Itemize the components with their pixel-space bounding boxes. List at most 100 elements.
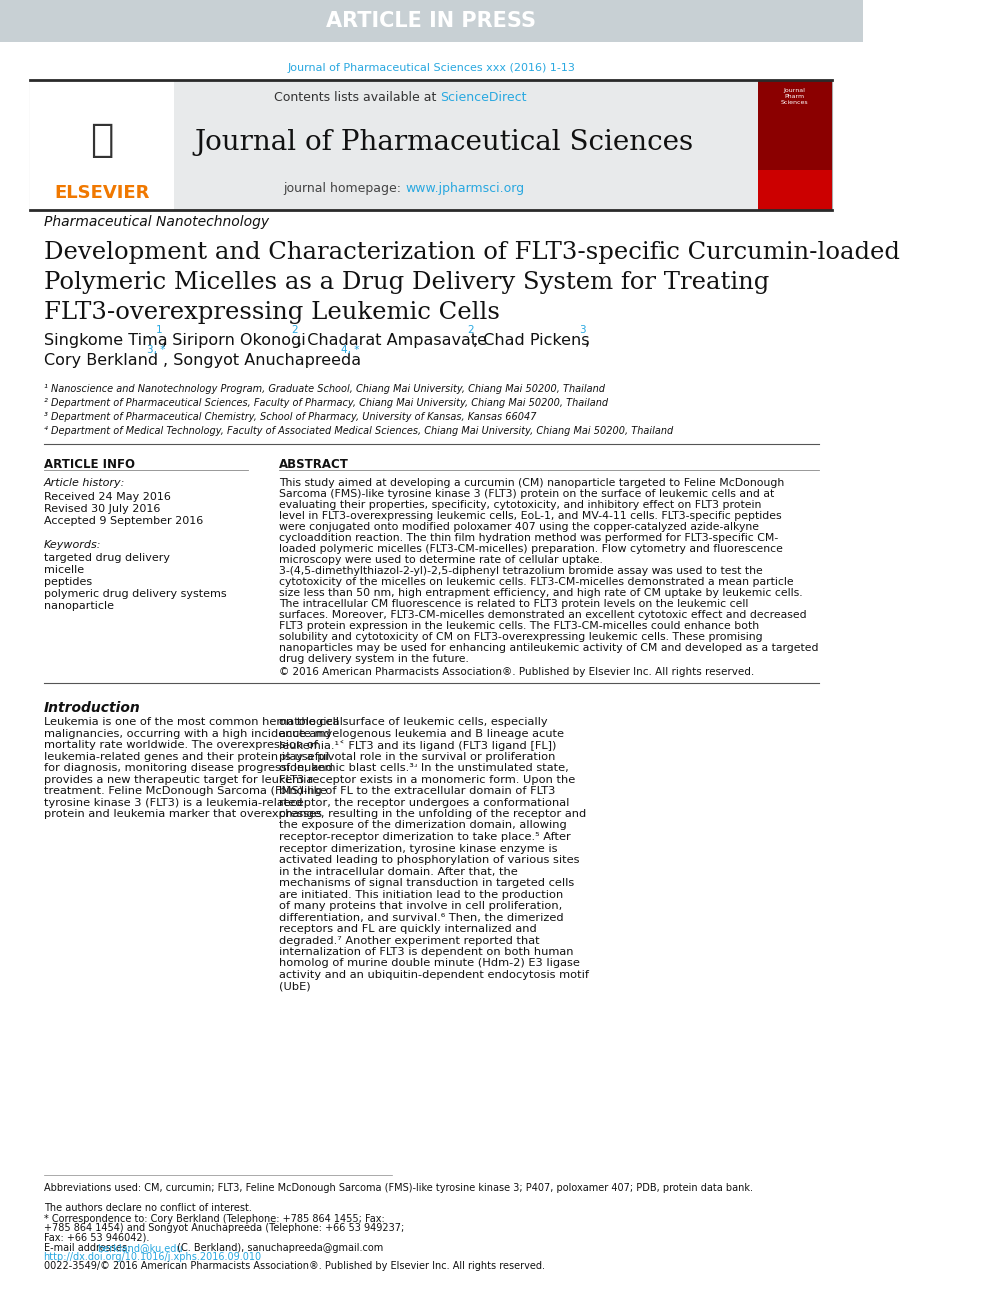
Text: are initiated. This initiation lead to the production: are initiated. This initiation lead to t… [279,890,563,899]
Text: receptor-receptor dimerization to take place.⁵ After: receptor-receptor dimerization to take p… [279,833,570,842]
Text: ³ Department of Pharmaceutical Chemistry, School of Pharmacy, University of Kans: ³ Department of Pharmaceutical Chemistry… [44,412,536,422]
Text: the exposure of the dimerization domain, allowing: the exposure of the dimerization domain,… [279,821,566,830]
Text: polymeric drug delivery systems: polymeric drug delivery systems [44,589,226,599]
Text: malignancies, occurring with a high incidence and: malignancies, occurring with a high inci… [44,728,331,739]
Text: berkland@ku.edu: berkland@ku.edu [98,1242,183,1253]
Text: 3: 3 [579,325,585,335]
Text: Introduction: Introduction [44,701,141,715]
Text: Fax: +66 53 946042).: Fax: +66 53 946042). [44,1232,148,1242]
Text: loaded polymeric micelles (FLT3-CM-micelles) preparation. Flow cytometry and flu: loaded polymeric micelles (FLT3-CM-micel… [279,544,783,555]
Text: degraded.⁷ Another experiment reported that: degraded.⁷ Another experiment reported t… [279,936,540,946]
Text: +785 864 1454) and Songyot Anuchapreeda (Telephone: +66 53 949237;: +785 864 1454) and Songyot Anuchapreeda … [44,1223,404,1233]
Text: Article history:: Article history: [44,478,125,488]
Text: Journal of Pharmaceutical Sciences: Journal of Pharmaceutical Sciences [195,128,694,155]
Text: FLT3 protein expression in the leukemic cells. The FLT3-CM-micelles could enhanc: FLT3 protein expression in the leukemic … [279,621,759,632]
Text: Revised 30 July 2016: Revised 30 July 2016 [44,504,160,514]
Text: mortality rate worldwide. The overexpression of: mortality rate worldwide. The overexpres… [44,740,318,750]
Text: Development and Characterization of FLT3-specific Curcumin-loaded: Development and Characterization of FLT3… [44,240,900,264]
Text: journal homepage:: journal homepage: [283,181,405,194]
Text: Polymeric Micelles as a Drug Delivery System for Treating: Polymeric Micelles as a Drug Delivery Sy… [44,270,769,294]
Text: provides a new therapeutic target for leukemia: provides a new therapeutic target for le… [44,774,313,784]
Text: treatment. Feline McDonough Sarcoma (FMS)-like: treatment. Feline McDonough Sarcoma (FMS… [44,786,327,796]
Text: cycloaddition reaction. The thin film hydration method was performed for FLT3-sp: cycloaddition reaction. The thin film hy… [279,532,778,543]
Text: targeted drug delivery: targeted drug delivery [44,553,169,562]
Text: of leukemic blast cells.³ʴ In the unstimulated state,: of leukemic blast cells.³ʴ In the unstim… [279,763,568,773]
Text: 🌳: 🌳 [90,121,114,159]
Text: ScienceDirect: ScienceDirect [440,90,527,103]
Text: ELSEVIER: ELSEVIER [54,184,149,202]
Text: FLT3-overexpressing Leukemic Cells: FLT3-overexpressing Leukemic Cells [44,300,499,324]
Text: nanoparticle: nanoparticle [44,602,114,611]
Text: ¹ Nanoscience and Nanotechnology Program, Graduate School, Chiang Mai University: ¹ Nanoscience and Nanotechnology Program… [44,384,605,394]
Text: Singkome Tima: Singkome Tima [44,333,172,347]
Text: , Chadarat Ampasavate: , Chadarat Ampasavate [297,333,492,347]
FancyBboxPatch shape [758,170,833,210]
FancyBboxPatch shape [0,0,862,42]
Text: , Songyot Anuchapreeda: , Songyot Anuchapreeda [163,352,366,368]
Text: surfaces. Moreover, FLT3-CM-micelles demonstrated an excellent cytotoxic effect : surfaces. Moreover, FLT3-CM-micelles dem… [279,609,807,620]
Text: on the cell surface of leukemic cells, especially: on the cell surface of leukemic cells, e… [279,716,547,727]
Text: change, resulting in the unfolding of the receptor and: change, resulting in the unfolding of th… [279,809,586,820]
Text: 4, *: 4, * [341,345,359,355]
Text: Journal of Pharmaceutical Sciences xxx (2016) 1-13: Journal of Pharmaceutical Sciences xxx (… [287,63,575,73]
Text: receptors and FL are quickly internalized and: receptors and FL are quickly internalize… [279,924,537,934]
Text: 3, *: 3, * [148,345,166,355]
FancyBboxPatch shape [31,80,174,210]
Text: Received 24 May 2016: Received 24 May 2016 [44,492,170,502]
Text: Pharmaceutical Nanotechnology: Pharmaceutical Nanotechnology [44,215,268,228]
Text: Cory Berkland: Cory Berkland [44,352,162,368]
Text: drug delivery system in the future.: drug delivery system in the future. [279,654,468,664]
Text: micelle: micelle [44,565,84,576]
Text: ARTICLE INFO: ARTICLE INFO [44,458,135,471]
Text: leukemia.¹˂ FLT3 and its ligand (FLT3 ligand [FL]): leukemia.¹˂ FLT3 and its ligand (FLT3 li… [279,740,556,750]
Text: * Correspondence to: Cory Berkland (Telephone: +785 864 1455; Fax:: * Correspondence to: Cory Berkland (Tele… [44,1214,384,1224]
Text: for diagnosis, monitoring disease progression, and: for diagnosis, monitoring disease progre… [44,763,333,773]
Text: Accepted 9 September 2016: Accepted 9 September 2016 [44,515,203,526]
Text: evaluating their properties, specificity, cytotoxicity, and inhibitory effect on: evaluating their properties, specificity… [279,500,761,510]
Text: Leukemia is one of the most common hematological: Leukemia is one of the most common hemat… [44,716,343,727]
Text: receptor, the receptor undergoes a conformational: receptor, the receptor undergoes a confo… [279,797,569,808]
Text: tyrosine kinase 3 (FLT3) is a leukemia-related: tyrosine kinase 3 (FLT3) is a leukemia-r… [44,797,302,808]
Text: http://dx.doi.org/10.1016/j.xphs.2016.09.010: http://dx.doi.org/10.1016/j.xphs.2016.09… [44,1251,261,1262]
Text: Journal
Pharm
Sciences: Journal Pharm Sciences [781,87,809,106]
Text: The intracellular CM fluorescence is related to FLT3 protein levels on the leuke: The intracellular CM fluorescence is rel… [279,599,748,609]
Text: receptor dimerization, tyrosine kinase enzyme is: receptor dimerization, tyrosine kinase e… [279,843,557,853]
Text: Sarcoma (FMS)-like tyrosine kinase 3 (FLT3) protein on the surface of leukemic c: Sarcoma (FMS)-like tyrosine kinase 3 (FL… [279,489,774,499]
Text: leukemia-related genes and their protein is useful: leukemia-related genes and their protein… [44,752,329,762]
Text: E-mail addresses:: E-mail addresses: [44,1242,133,1253]
Text: ² Department of Pharmaceutical Sciences, Faculty of Pharmacy, Chiang Mai Univers: ² Department of Pharmaceutical Sciences,… [44,398,608,408]
Text: nanoparticles may be used for enhancing antileukemic activity of CM and develope: nanoparticles may be used for enhancing … [279,643,819,652]
Text: FLT3 receptor exists in a monomeric form. Upon the: FLT3 receptor exists in a monomeric form… [279,774,575,784]
Text: Keywords:: Keywords: [44,540,101,549]
Text: (UbE): (UbE) [279,981,311,992]
Text: 1: 1 [155,325,162,335]
Text: ⁴ Department of Medical Technology, Faculty of Associated Medical Sciences, Chia: ⁴ Department of Medical Technology, Facu… [44,425,673,436]
Text: 0022-3549/© 2016 American Pharmacists Association®. Published by Elsevier Inc. A: 0022-3549/© 2016 American Pharmacists As… [44,1261,544,1271]
Text: cytotoxicity of the micelles on leukemic cells. FLT3-CM-micelles demonstrated a : cytotoxicity of the micelles on leukemic… [279,577,793,587]
Text: protein and leukemia marker that overexpresses: protein and leukemia marker that overexp… [44,809,322,820]
Text: , Siriporn Okonogi: , Siriporn Okonogi [161,333,311,347]
Text: internalization of FLT3 is dependent on both human: internalization of FLT3 is dependent on … [279,947,573,957]
Text: of many proteins that involve in cell proliferation,: of many proteins that involve in cell pr… [279,900,562,911]
Text: ,: , [584,333,590,347]
Text: activated leading to phosphorylation of various sites: activated leading to phosphorylation of … [279,855,579,865]
FancyBboxPatch shape [758,80,833,210]
Text: activity and an ubiquitin-dependent endocytosis motif: activity and an ubiquitin-dependent endo… [279,970,589,980]
Text: differentiation, and survival.⁶ Then, the dimerized: differentiation, and survival.⁶ Then, th… [279,912,563,923]
Text: peptides: peptides [44,577,92,587]
Text: homolog of murine double minute (Hdm-2) E3 ligase: homolog of murine double minute (Hdm-2) … [279,958,580,968]
Text: play a pivotal role in the survival or proliferation: play a pivotal role in the survival or p… [279,752,555,762]
Text: The authors declare no conflict of interest.: The authors declare no conflict of inter… [44,1203,251,1214]
Text: 3-(4,5-dimethylthiazol-2-yl)-2,5-diphenyl tetrazolium bromide assay was used to : 3-(4,5-dimethylthiazol-2-yl)-2,5-dipheny… [279,566,762,576]
Text: ARTICLE IN PRESS: ARTICLE IN PRESS [327,10,537,31]
Text: microscopy were used to determine rate of cellular uptake.: microscopy were used to determine rate o… [279,555,603,565]
Text: 2: 2 [291,325,298,335]
Text: 2: 2 [467,325,473,335]
Text: © 2016 American Pharmacists Association®. Published by Elsevier Inc. All rights : © 2016 American Pharmacists Association®… [279,667,754,677]
Text: (C. Berkland), sanuchapreeda@gmail.com: (C. Berkland), sanuchapreeda@gmail.com [174,1242,383,1253]
Text: binding of FL to the extracellular domain of FLT3: binding of FL to the extracellular domai… [279,786,555,796]
Text: Contents lists available at: Contents lists available at [273,90,440,103]
Text: mechanisms of signal transduction in targeted cells: mechanisms of signal transduction in tar… [279,878,574,887]
Text: This study aimed at developing a curcumin (CM) nanoparticle targeted to Feline M: This study aimed at developing a curcumi… [279,478,784,488]
Text: were conjugated onto modified poloxamer 407 using the copper-catalyzed azide-alk: were conjugated onto modified poloxamer … [279,522,758,532]
